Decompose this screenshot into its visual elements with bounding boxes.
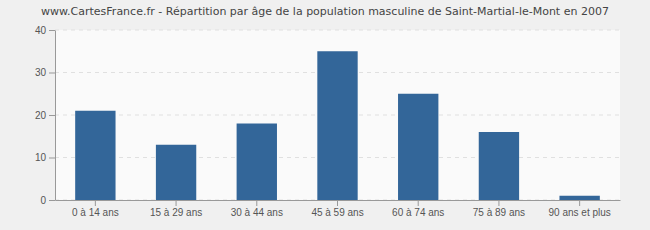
x-tick: [176, 200, 177, 206]
x-tick-group: 0 à 14 ans: [72, 200, 119, 218]
y-tick-group: 10: [35, 152, 55, 163]
x-tick: [579, 200, 580, 206]
plot-area: [55, 30, 620, 200]
bar: [156, 145, 196, 200]
x-tick-label: 75 à 89 ans: [473, 207, 525, 218]
bar: [559, 196, 599, 200]
x-tick: [95, 200, 96, 206]
x-tick-label: 30 à 44 ans: [231, 207, 283, 218]
y-tick-label: 10: [35, 152, 47, 163]
x-tick-label: 0 à 14 ans: [72, 207, 119, 218]
y-tick-group: 20: [35, 110, 55, 121]
x-tick-group: 30 à 44 ans: [231, 200, 283, 218]
y-tick: [49, 30, 55, 31]
bar: [479, 132, 519, 200]
bar: [398, 94, 438, 200]
x-tick: [418, 200, 419, 206]
title: www.CartesFrance.fr - Répartition par âg…: [41, 5, 609, 18]
y-tick-label: 40: [35, 25, 47, 36]
grid-line: [55, 30, 620, 31]
y-tick-group: 40: [35, 25, 55, 36]
x-tick-label: 90 ans et plus: [549, 207, 611, 218]
chart: www.CartesFrance.fr - Répartition par âg…: [0, 0, 650, 230]
x-tick: [337, 200, 338, 206]
bar: [237, 124, 277, 201]
y-tick-group: 30: [35, 67, 55, 78]
y-tick-group: 0: [40, 195, 55, 206]
background: [0, 0, 650, 230]
bar: [317, 51, 357, 200]
x-tick-label: 45 à 59 ans: [311, 207, 363, 218]
bars: [75, 51, 600, 200]
plot: 0 à 14 ans 15 à 29 ans 30 à 44 ans 45 à 59 …: [35, 25, 621, 218]
x-tick-label: 60 à 74 ans: [392, 207, 444, 218]
x-tick: [256, 200, 257, 206]
y-tick: [49, 115, 55, 116]
bar: [75, 111, 115, 200]
x-tick: [498, 200, 499, 206]
grid: [55, 30, 620, 200]
x-tick-group: 75 à 89 ans: [473, 200, 525, 218]
y-tick: [49, 73, 55, 74]
y-axis: 0 10 20 30 40: [35, 25, 56, 206]
x-tick-group: 60 à 74 ans: [392, 200, 444, 218]
x-axis: 0 à 14 ans 15 à 29 ans 30 à 44 ans 45 à 59 …: [56, 200, 621, 218]
x-tick-group: 15 à 29 ans: [150, 200, 202, 218]
x-tick-group: 90 ans et plus: [549, 200, 611, 218]
x-tick-label: 15 à 29 ans: [150, 207, 202, 218]
y-axis-line: [55, 31, 56, 201]
y-tick-label: 0: [40, 195, 46, 206]
y-tick-label: 20: [35, 110, 47, 121]
y-tick-label: 30: [35, 67, 47, 78]
y-tick: [49, 158, 55, 159]
x-tick-group: 45 à 59 ans: [311, 200, 363, 218]
y-tick: [49, 200, 55, 201]
